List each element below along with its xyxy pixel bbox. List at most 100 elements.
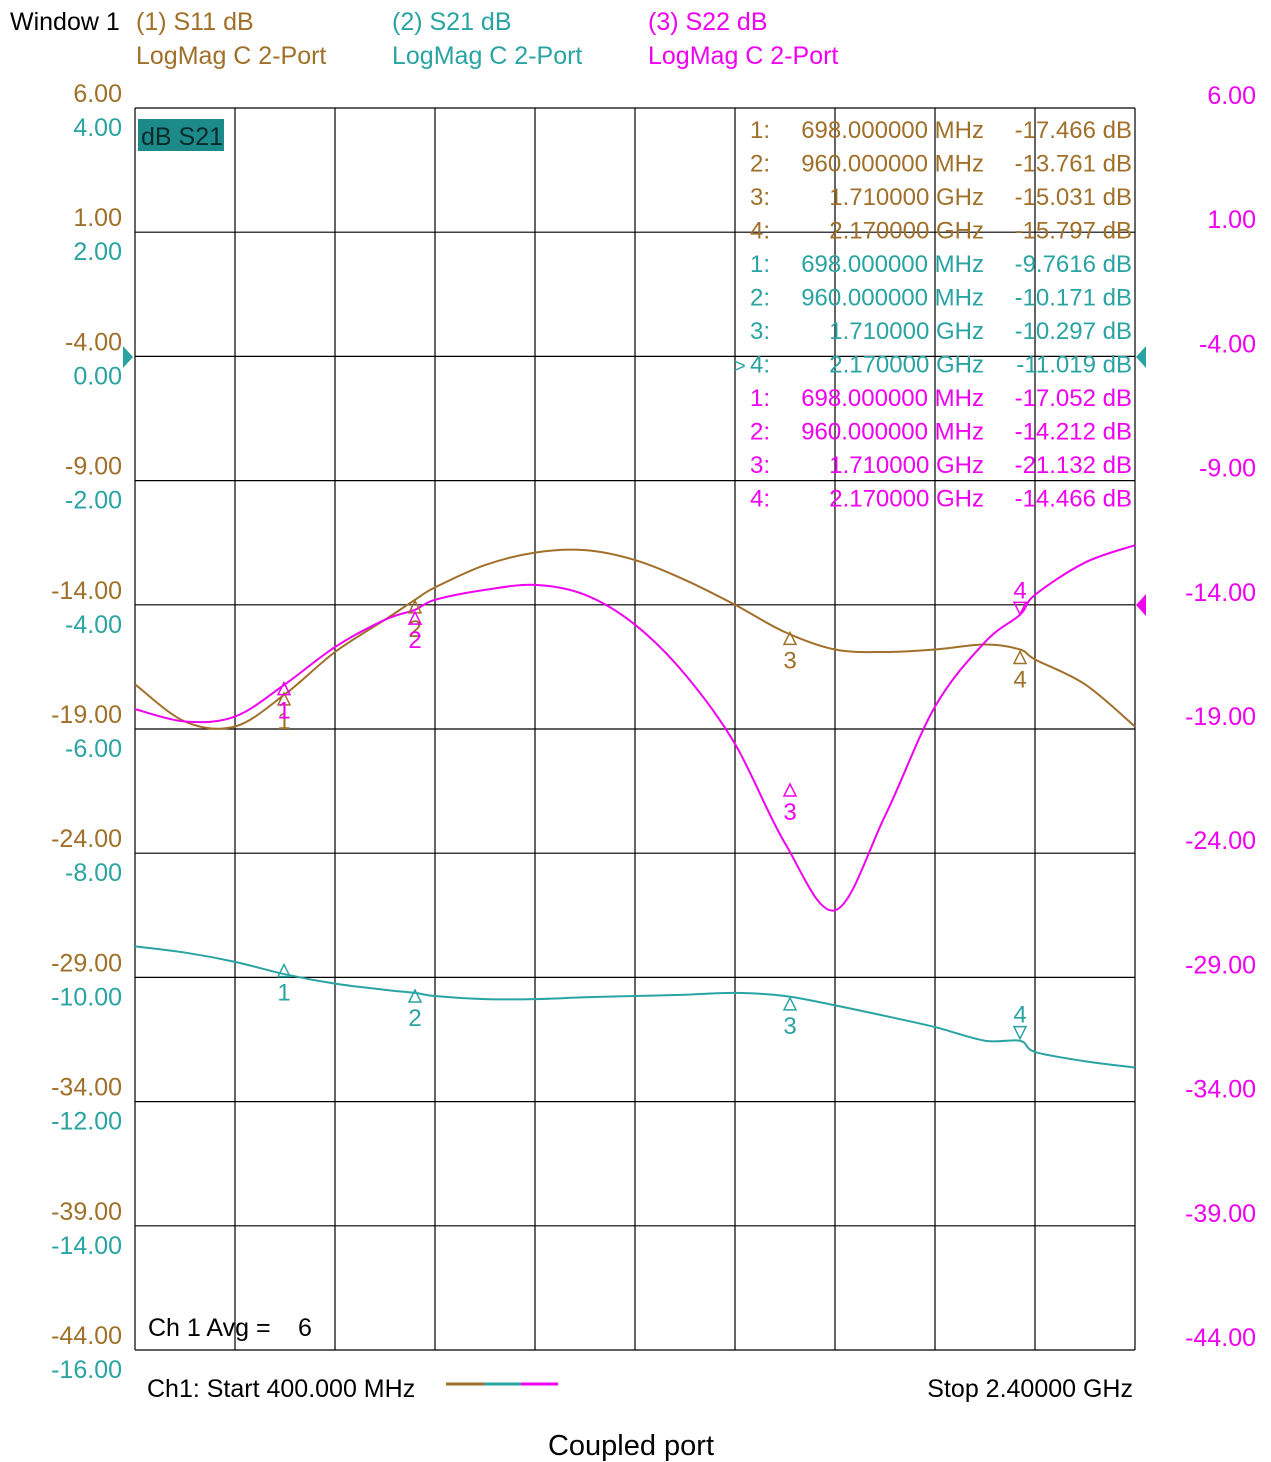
marker-label: 1 — [277, 708, 290, 735]
left-primary-tick-label: -29.00 — [51, 949, 122, 977]
left-secondary-tick-label: 2.00 — [73, 238, 122, 266]
marker-table-frequency: 2.170000 GHz — [829, 486, 984, 513]
trace-2-format: LogMag C 2-Port — [392, 42, 582, 70]
window-label: Window 1 — [10, 8, 120, 36]
trace-3-format: LogMag C 2-Port — [648, 42, 838, 70]
trace-1-title[interactable]: (1) S11 dB — [136, 8, 254, 36]
marker-label: 2 — [408, 616, 421, 643]
marker-label: 4 — [1013, 577, 1026, 604]
marker-label: 3 — [783, 1013, 796, 1040]
marker-table-value: -14.466 dB — [1015, 486, 1132, 513]
s22-reference-arrow-icon[interactable] — [1136, 594, 1146, 616]
left-primary-tick-label: -44.00 — [51, 1322, 122, 1350]
marker-table-index: 2: — [750, 285, 770, 312]
trace-3-title[interactable]: (3) S22 dB — [648, 8, 768, 36]
marker-triangle-icon[interactable] — [782, 630, 798, 646]
caption: Coupled port — [548, 1430, 714, 1462]
right-tick-label: 1.00 — [1207, 206, 1256, 234]
averaging-value: 6 — [298, 1314, 312, 1342]
left-secondary-tick-label: -14.00 — [51, 1232, 122, 1260]
marker-label: 2 — [408, 1005, 421, 1032]
right-tick-label: -39.00 — [1185, 1200, 1256, 1228]
marker-table-value: -13.761 dB — [1015, 151, 1132, 178]
marker-label: 3 — [783, 799, 796, 826]
marker-table-value: -15.797 dB — [1015, 218, 1132, 245]
active-marker-pointer-icon: > — [734, 356, 746, 378]
plot-grid — [134, 107, 1136, 1351]
left-secondary-tick-label: 4.00 — [73, 114, 122, 142]
marker-table-value: -15.031 dB — [1015, 184, 1132, 211]
right-tick-label: -19.00 — [1185, 703, 1256, 731]
stop-frequency: Stop 2.40000 GHz — [927, 1375, 1133, 1403]
marker-label: 4 — [1013, 1002, 1026, 1029]
left-primary-tick-label: -14.00 — [51, 577, 122, 605]
right-reference-arrow-icon[interactable] — [1136, 346, 1146, 368]
marker-label: 2 — [408, 627, 421, 654]
marker-table-value: -14.212 dB — [1015, 419, 1132, 446]
left-secondary-tick-label: -8.00 — [65, 859, 122, 887]
marker-table-value: -11.019 dB — [1016, 352, 1132, 379]
trace-s11[interactable] — [134, 548, 1136, 730]
left-primary-tick-label: -19.00 — [51, 701, 122, 729]
marker-table-frequency: 1.710000 GHz — [829, 184, 984, 211]
marker-table-value: -10.297 dB — [1015, 318, 1132, 345]
marker-label: 4 — [1013, 666, 1026, 693]
marker-table-index: 2: — [750, 419, 770, 446]
marker-table-frequency: 1.710000 GHz — [829, 318, 984, 345]
left-primary-tick-label: -24.00 — [51, 825, 122, 853]
marker-symbols: 1 2 3 4 1 2 3 4 1 2 3 4 — [276, 577, 1028, 1041]
averaging-label: Ch 1 Avg = — [148, 1314, 271, 1342]
marker-triangle-icon[interactable] — [1012, 649, 1028, 665]
marker-table-index: 4: — [750, 486, 770, 513]
marker-table-value: -10.171 dB — [1015, 285, 1132, 312]
marker-label: 1 — [277, 698, 290, 725]
right-tick-label: -4.00 — [1199, 330, 1256, 358]
left-secondary-tick-label: -10.00 — [51, 983, 122, 1011]
marker-table-value: -17.466 dB — [1015, 117, 1132, 144]
trace-lines — [134, 544, 1136, 1069]
trace-s22[interactable] — [134, 544, 1136, 912]
start-frequency: Ch1: Start 400.000 MHz — [147, 1375, 415, 1403]
right-tick-label: -9.00 — [1199, 455, 1256, 483]
marker-triangle-icon[interactable] — [407, 610, 423, 625]
right-tick-label: -14.00 — [1185, 579, 1256, 607]
axis-labels: 6.00 1.00 -4.00 -9.00 -14.00 -19.00 -24.00 -29.… — [51, 80, 1256, 1384]
marker-table-frequency: 698.000000 MHz — [801, 251, 984, 278]
left-reference-arrow-icon[interactable] — [123, 346, 133, 368]
trace-2-title[interactable]: (2) S21 dB — [392, 8, 512, 36]
marker-table-frequency: 2.170000 GHz — [829, 352, 984, 379]
left-secondary-tick-label: -4.00 — [65, 611, 122, 639]
left-secondary-tick-label: 0.00 — [73, 362, 122, 390]
marker-triangle-icon[interactable] — [407, 988, 423, 1003]
trace-s21[interactable] — [134, 945, 1136, 1069]
marker-triangle-icon[interactable] — [276, 962, 292, 978]
left-primary-tick-label: -39.00 — [51, 1198, 122, 1226]
left-primary-tick-label: -9.00 — [65, 453, 122, 481]
marker-table-index: 4: — [750, 218, 770, 245]
marker-triangle-icon[interactable] — [782, 996, 798, 1011]
marker-triangle-icon[interactable] — [1012, 601, 1028, 617]
marker-triangle-icon[interactable] — [1012, 1025, 1028, 1041]
marker-table-index: 3: — [750, 452, 770, 479]
marker-label: 1 — [277, 980, 290, 1007]
marker-table-frequency: 960.000000 MHz — [801, 285, 984, 312]
marker-table-frequency: 960.000000 MHz — [801, 419, 984, 446]
marker-table-index: 1: — [750, 251, 770, 278]
left-primary-tick-label: -34.00 — [51, 1074, 122, 1102]
left-secondary-tick-label: -2.00 — [65, 487, 122, 515]
left-secondary-tick-label: -16.00 — [51, 1356, 122, 1384]
right-tick-label: -24.00 — [1185, 827, 1256, 855]
left-primary-tick-label: 1.00 — [73, 204, 122, 232]
marker-label: 3 — [783, 647, 796, 674]
marker-triangle-icon[interactable] — [782, 782, 798, 797]
left-secondary-tick-label: -12.00 — [51, 1108, 122, 1136]
right-tick-label: -44.00 — [1185, 1324, 1256, 1352]
marker-table-index: 1: — [750, 117, 770, 144]
marker-triangle-icon[interactable] — [276, 680, 292, 696]
marker-triangle-icon[interactable] — [276, 691, 292, 706]
marker-table-index: 3: — [750, 318, 770, 345]
marker-table-frequency: 2.170000 GHz — [829, 218, 984, 245]
left-primary-tick-label: 6.00 — [73, 80, 122, 108]
active-trace-badge[interactable] — [138, 119, 224, 151]
active-trace-badge-label: dB S21 — [141, 123, 223, 151]
